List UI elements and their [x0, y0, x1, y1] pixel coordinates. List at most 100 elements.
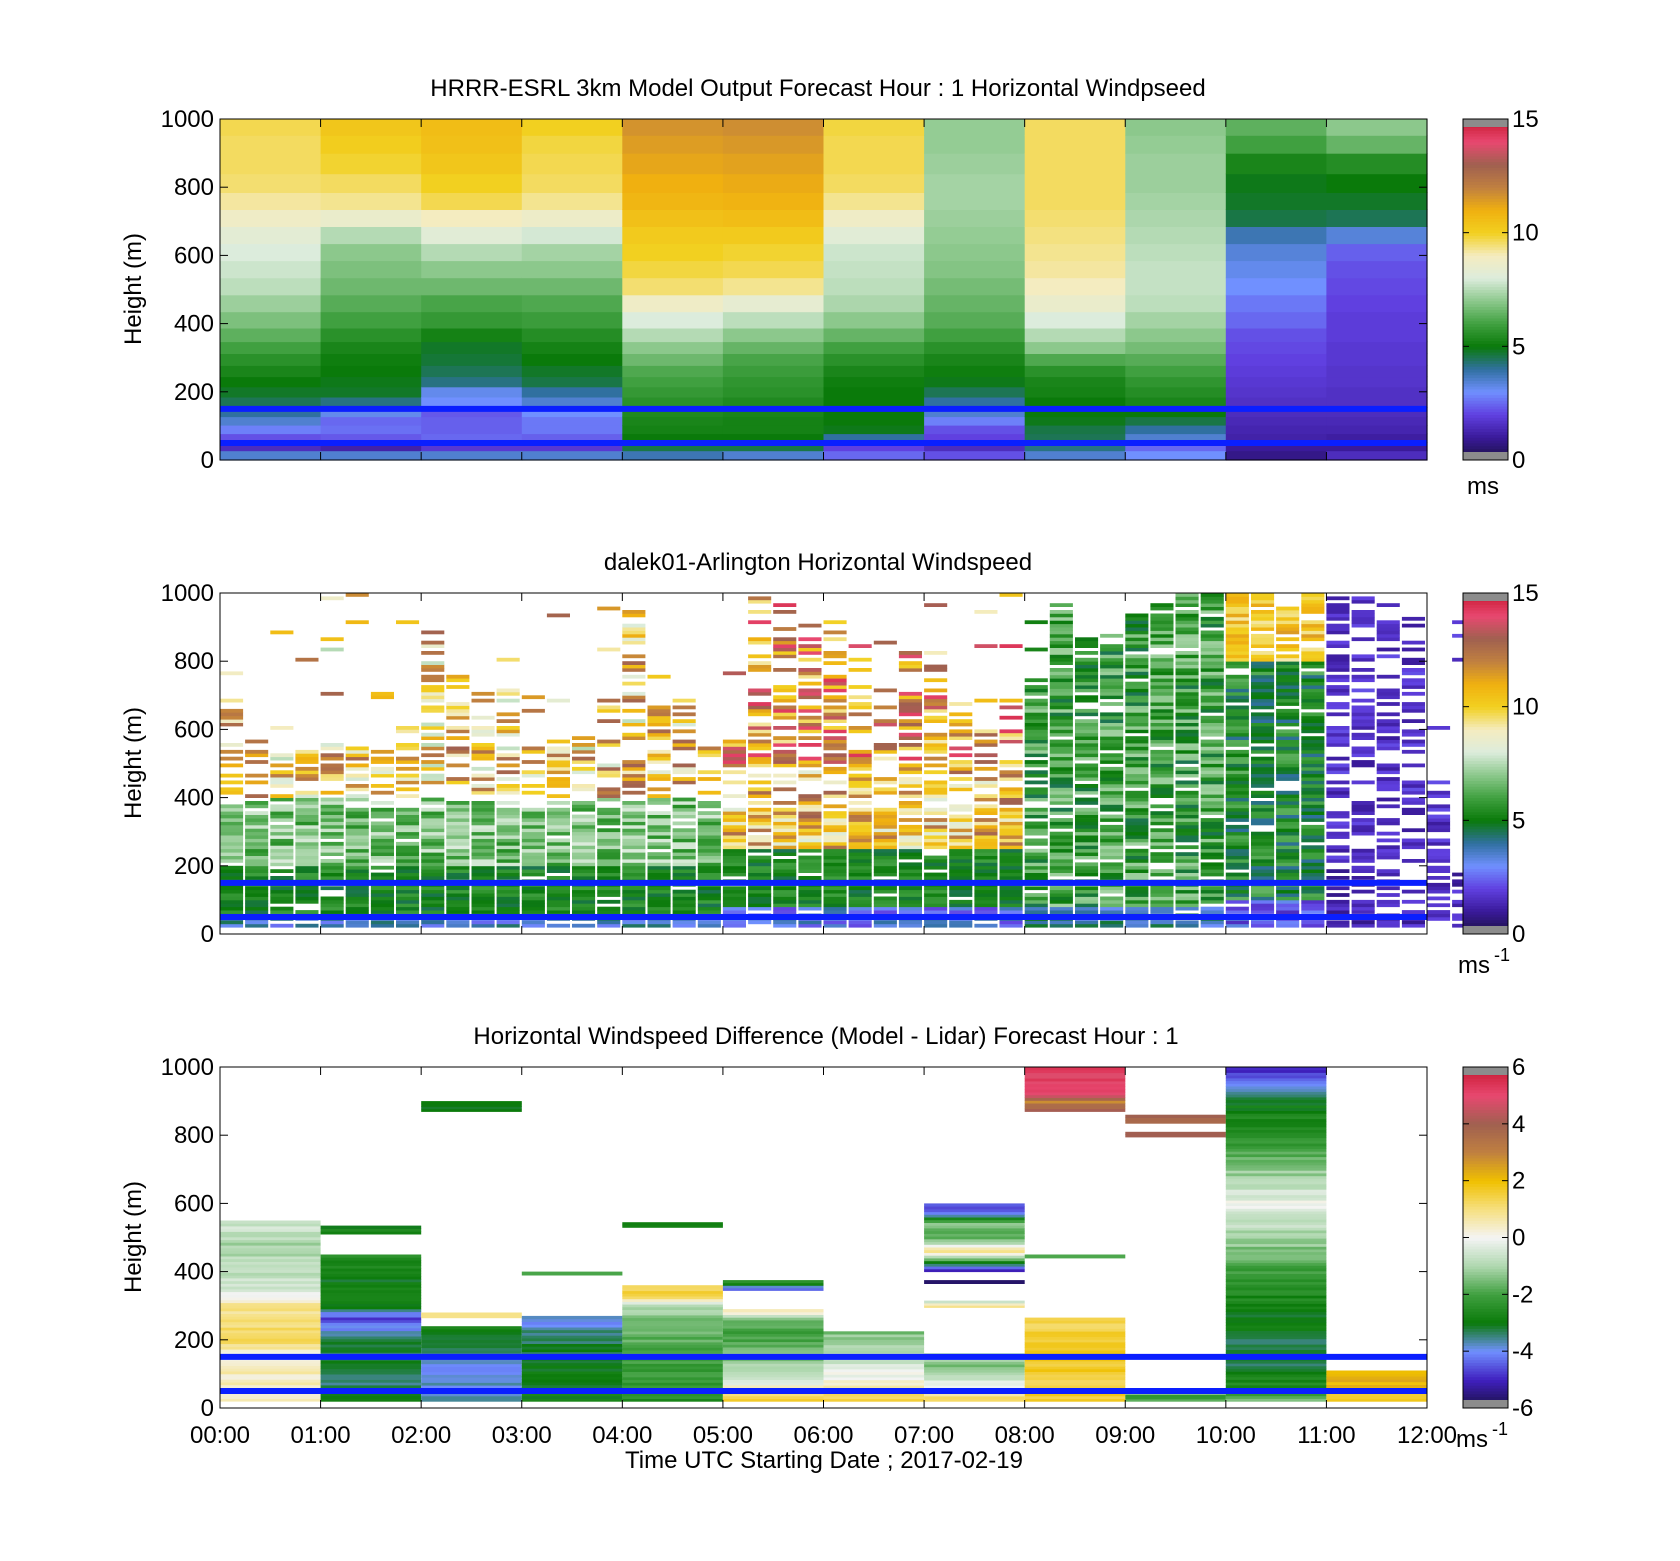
lidar-cell — [1276, 647, 1300, 652]
lidar-cell — [898, 845, 922, 850]
lidar-cell — [270, 906, 294, 911]
model-cell — [320, 260, 422, 279]
lidar-cell — [672, 835, 696, 839]
colorbar-swatch — [1463, 1251, 1508, 1256]
lidar-cell — [597, 869, 621, 873]
lidar-cell — [672, 811, 696, 815]
lidar-cell — [1351, 613, 1375, 618]
lidar-cell — [1049, 674, 1073, 679]
lidar-cell — [848, 859, 872, 863]
lidar-cell — [1125, 841, 1149, 846]
colorbar-swatch — [1463, 763, 1508, 767]
lidar-cell — [270, 780, 294, 785]
lidar-cell — [999, 814, 1023, 819]
model-cell — [320, 376, 422, 388]
difference-cell — [622, 1360, 723, 1364]
model-cell — [421, 277, 523, 296]
model-cell — [320, 209, 422, 227]
lidar-cell — [1200, 599, 1224, 604]
lidar-cell — [748, 787, 772, 792]
lidar-cell — [647, 715, 671, 720]
model-cell — [421, 260, 523, 279]
lidar-reference-lines — [220, 879, 1427, 920]
lidar-cell — [1276, 627, 1300, 631]
lidar-cell — [471, 821, 495, 826]
lidar-cell — [823, 756, 847, 761]
lidar-cell — [270, 828, 294, 833]
difference-cell — [1225, 1102, 1327, 1106]
lidar-cell — [245, 886, 269, 891]
lidar-cell — [220, 763, 244, 768]
model-cell — [421, 353, 523, 366]
colorbar-swatch — [1463, 246, 1508, 251]
lidar-cell — [999, 715, 1023, 720]
lidar-cell — [823, 651, 847, 655]
lidar-cell — [1150, 743, 1174, 747]
lidar-cell — [1376, 691, 1400, 696]
lidar-cell — [672, 729, 696, 734]
difference-cell — [1225, 1211, 1327, 1215]
lidar-cell — [245, 876, 269, 880]
lidar-cell — [396, 896, 420, 901]
lidar-cell — [823, 818, 847, 822]
colorbar-tick-label: 0 — [1512, 447, 1525, 474]
lidar-cell — [1276, 688, 1300, 693]
lidar-cell — [597, 828, 621, 833]
lidar-cell — [1100, 739, 1124, 744]
lidar-cell — [1024, 780, 1048, 785]
lidar-cell — [1225, 814, 1249, 819]
lidar-cell — [1175, 807, 1199, 812]
lidar-cell — [1301, 876, 1325, 880]
lidar-cell — [245, 841, 269, 846]
difference-cell — [1225, 1265, 1327, 1269]
lidar-cell — [1225, 807, 1249, 812]
model-cell — [1125, 376, 1227, 388]
lidar-cell — [622, 766, 646, 771]
model-cell — [220, 416, 322, 426]
lidar-cell — [1049, 651, 1073, 655]
lidar-cell — [1175, 766, 1199, 771]
lidar-cell — [748, 705, 772, 710]
lidar-cell — [798, 743, 822, 747]
lidar-cell — [1251, 784, 1275, 788]
lidar-cell — [396, 841, 420, 846]
lidar-cell — [295, 896, 319, 901]
lidar-cell — [421, 807, 445, 812]
colorbar-swatch — [1463, 1172, 1508, 1176]
lidar-cell — [1175, 644, 1199, 648]
difference-cell — [1225, 1395, 1327, 1399]
colorbar-swatch — [1463, 1348, 1508, 1352]
lidar-cell — [446, 920, 470, 925]
lidar-cell — [1049, 708, 1073, 713]
difference-cell — [521, 1332, 623, 1336]
lidar-cell — [823, 872, 847, 877]
difference-cell — [1024, 1080, 1126, 1085]
lidar-cell — [396, 903, 420, 908]
lidar-cell — [521, 818, 545, 822]
lidar-cell — [1351, 736, 1375, 740]
colorbar-swatch — [1463, 283, 1508, 288]
lidar-cell — [1200, 739, 1224, 744]
lidar-cell — [572, 801, 596, 805]
model-cell — [823, 226, 925, 245]
colorbar-swatch — [1463, 289, 1508, 293]
colorbar-swatch — [1463, 357, 1508, 362]
difference-cell — [823, 1339, 925, 1343]
difference-cell — [1225, 1219, 1327, 1223]
difference-cell — [421, 1331, 522, 1335]
lidar-cell — [1301, 627, 1325, 631]
lidar-cell — [748, 722, 772, 727]
lidar-cell — [220, 893, 244, 897]
lidar-cell — [622, 862, 646, 867]
lidar-cell — [1049, 695, 1073, 700]
lidar-cell — [1150, 859, 1174, 863]
lidar-cell — [1326, 616, 1350, 621]
lidar-cell — [823, 821, 847, 826]
lidar-cell — [1049, 818, 1073, 822]
colorbar-swatch — [1463, 683, 1508, 688]
lidar-cell — [1200, 773, 1224, 778]
colorbar-swatch — [1463, 700, 1508, 705]
model-cell — [924, 153, 1026, 175]
lidar-cell — [1276, 749, 1300, 754]
colorbar-swatch — [1463, 1152, 1508, 1156]
